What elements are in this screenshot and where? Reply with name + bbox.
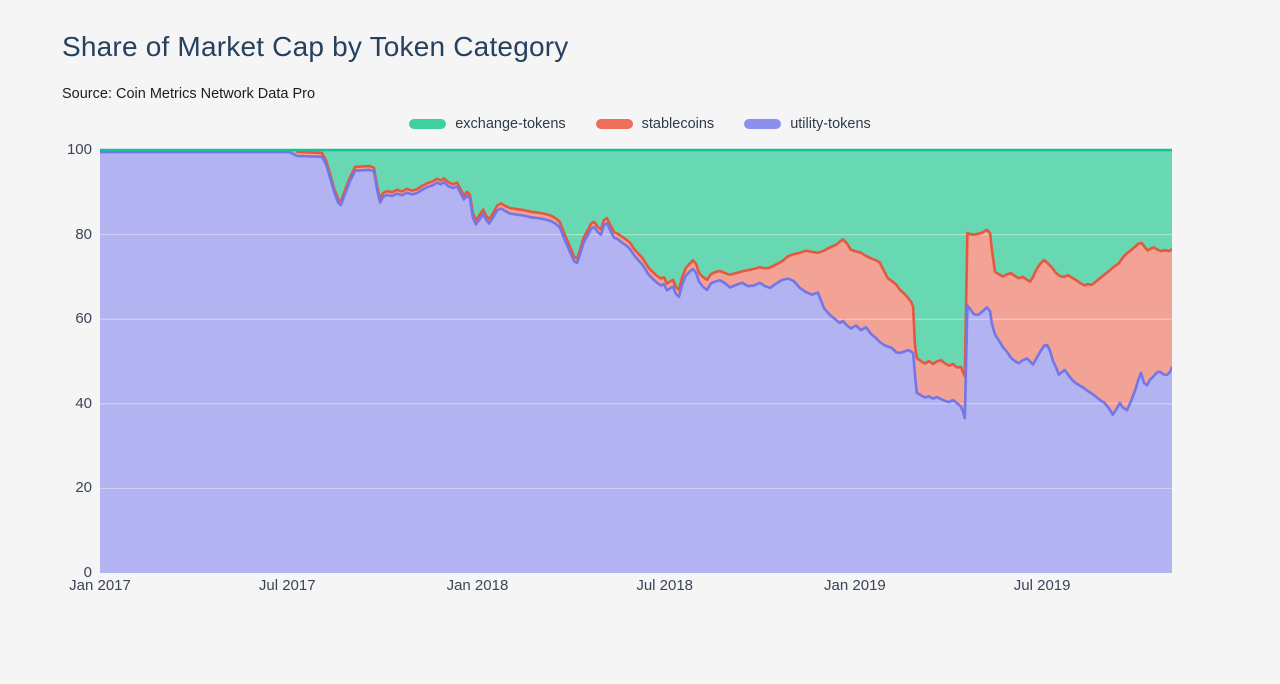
utility-tokens-line — [100, 150, 1172, 420]
y-tick-100: 100 — [66, 141, 92, 158]
x-tick-jan-2018: Jan 2018 — [446, 577, 509, 594]
legend-item-exchange-tokens[interactable]: exchange-tokens — [409, 116, 566, 132]
x-tick-jan-2019: Jan 2019 — [824, 577, 886, 594]
y-tick-40: 40 — [75, 394, 92, 412]
x-tick-jul-2019: Jul 2019 — [1013, 577, 1071, 594]
plot-area — [100, 148, 1172, 573]
stablecoins-swatch-icon — [595, 119, 633, 129]
y-tick-0: 0 — [83, 564, 92, 581]
legend-item-utility-tokens[interactable]: utility-tokens — [744, 116, 871, 132]
legend-label: utility-tokens — [790, 116, 871, 132]
exchange-tokens-swatch-icon — [409, 119, 447, 129]
x-tick-jul-2018: Jul 2018 — [636, 577, 694, 594]
stablecoins-line — [295, 150, 1172, 378]
x-tick-jan-2017: Jan 2017 — [69, 577, 131, 594]
y-tick-60: 60 — [75, 310, 92, 328]
legend: exchange-tokens stablecoins utility-tokens — [0, 113, 1280, 135]
legend-item-stablecoins[interactable]: stablecoins — [595, 116, 715, 132]
x-tick-jul-2017: Jul 2017 — [258, 577, 316, 594]
utility-tokens-area — [100, 152, 1172, 573]
y-tick-20: 20 — [75, 479, 92, 497]
legend-label: stablecoins — [641, 116, 715, 132]
page-title: Share of Market Cap by Token Category — [62, 31, 569, 62]
source-caption: Source: Coin Metrics Network Data Pro — [62, 86, 316, 102]
legend-label: exchange-tokens — [455, 116, 566, 132]
y-tick-80: 80 — [75, 225, 92, 243]
utility-tokens-swatch-icon — [744, 119, 782, 129]
